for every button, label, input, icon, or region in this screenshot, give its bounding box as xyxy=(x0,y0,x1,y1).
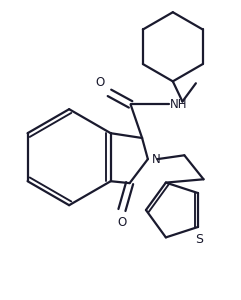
Text: N: N xyxy=(152,153,161,166)
Text: NH: NH xyxy=(170,98,187,111)
Text: O: O xyxy=(117,216,127,229)
Text: S: S xyxy=(195,233,203,246)
Text: O: O xyxy=(95,76,105,89)
